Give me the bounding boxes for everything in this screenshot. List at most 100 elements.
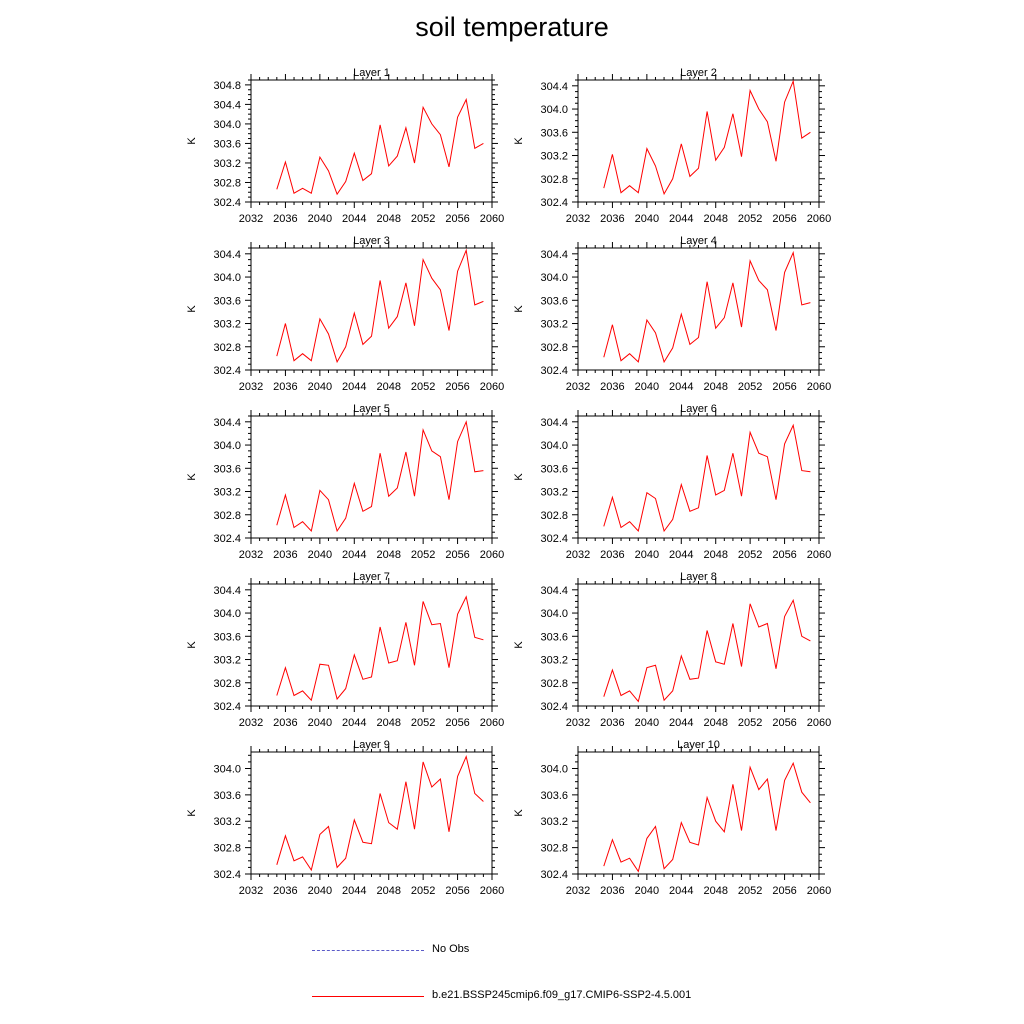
x-tick-label: 2060 bbox=[807, 885, 831, 897]
y-tick-label: 304.0 bbox=[213, 763, 241, 775]
panel-title: Layer 7 bbox=[353, 571, 390, 583]
y-tick-label: 304.0 bbox=[540, 763, 568, 775]
x-tick-label: 2044 bbox=[669, 549, 693, 561]
series-line-1 bbox=[603, 761, 811, 873]
x-tick-label: 2052 bbox=[738, 381, 762, 393]
x-tick-label: 2056 bbox=[445, 885, 469, 897]
y-tick-label: 303.6 bbox=[540, 631, 568, 643]
plot-frame bbox=[250, 751, 493, 875]
y-axis-label: K bbox=[186, 809, 198, 817]
y-tick-label: 303.2 bbox=[540, 151, 568, 163]
x-tick-label: 2056 bbox=[445, 381, 469, 393]
x-tick-label: 2032 bbox=[239, 213, 263, 225]
x-tick-label: 2052 bbox=[738, 885, 762, 897]
x-tick-label: 2036 bbox=[600, 213, 624, 225]
x-tick-label: 2032 bbox=[239, 885, 263, 897]
x-tick-label: 2044 bbox=[342, 885, 366, 897]
y-tick-label: 303.6 bbox=[540, 790, 568, 802]
y-tick-label: 304.8 bbox=[213, 80, 241, 92]
x-tick-label: 2036 bbox=[600, 381, 624, 393]
x-tick-label: 2060 bbox=[807, 717, 831, 729]
y-tick-label: 303.6 bbox=[540, 463, 568, 475]
y-tick-label: 302.8 bbox=[213, 843, 241, 855]
chart-panel-4: Layer 4 K 302.4 302.8 303.2 303.6 304.0 304.4 20… bbox=[513, 235, 831, 393]
chart-panel-1: Layer 1 K 302.4 302.8 303.2 303.6 304.0 304.4 30… bbox=[186, 67, 504, 225]
x-tick-label: 2060 bbox=[807, 213, 831, 225]
x-tick-label: 2048 bbox=[376, 549, 400, 561]
panel-title: Layer 3 bbox=[353, 235, 390, 247]
y-tick-label: 302.8 bbox=[540, 843, 568, 855]
series-line-1 bbox=[276, 755, 484, 872]
y-axis-label: K bbox=[513, 137, 525, 145]
x-tick-label: 2044 bbox=[342, 381, 366, 393]
y-tick-label: 304.4 bbox=[540, 585, 568, 597]
y-tick-label: 304.0 bbox=[540, 272, 568, 284]
x-tick-label: 2048 bbox=[703, 885, 727, 897]
series-line-1 bbox=[276, 595, 484, 702]
x-tick-label: 2040 bbox=[635, 213, 659, 225]
x-tick-label: 2048 bbox=[376, 213, 400, 225]
y-tick-label: 304.0 bbox=[540, 608, 568, 620]
plot-frame bbox=[577, 247, 820, 371]
x-tick-label: 2040 bbox=[635, 549, 659, 561]
chart-panel-3: Layer 3 K 302.4 302.8 303.2 303.6 304.0 304.4 20… bbox=[186, 235, 504, 393]
x-tick-label: 2048 bbox=[376, 885, 400, 897]
y-axis-label: K bbox=[513, 305, 525, 313]
x-tick-label: 2048 bbox=[376, 381, 400, 393]
x-tick-label: 2032 bbox=[566, 213, 590, 225]
y-axis-label: K bbox=[513, 641, 525, 649]
x-tick-label: 2036 bbox=[273, 885, 297, 897]
y-tick-label: 302.8 bbox=[540, 510, 568, 522]
chart-panel-2: Layer 2 K 302.4 302.8 303.2 303.6 304.0 304.4 20… bbox=[513, 67, 831, 225]
x-tick-label: 2040 bbox=[635, 717, 659, 729]
legend-swatch-model bbox=[312, 996, 424, 997]
chart-panel-5: Layer 5 K 302.4 302.8 303.2 303.6 304.0 304.4 20… bbox=[186, 403, 504, 561]
chart-panel-10: Layer 10 K 302.4 302.8 303.2 303.6 304.0 2032 20… bbox=[513, 739, 831, 897]
y-tick-label: 303.6 bbox=[540, 295, 568, 307]
x-tick-label: 2036 bbox=[600, 717, 624, 729]
y-axis-label: K bbox=[186, 641, 198, 649]
x-tick-label: 2040 bbox=[635, 381, 659, 393]
x-tick-label: 2040 bbox=[308, 213, 332, 225]
y-tick-label: 302.4 bbox=[213, 701, 241, 713]
panel-title: Layer 4 bbox=[680, 235, 717, 247]
x-tick-label: 2032 bbox=[566, 381, 590, 393]
y-tick-label: 302.8 bbox=[213, 177, 241, 189]
series-line-1 bbox=[276, 420, 484, 533]
y-tick-label: 304.4 bbox=[213, 249, 241, 261]
y-tick-label: 302.4 bbox=[213, 869, 241, 881]
x-tick-label: 2056 bbox=[772, 717, 796, 729]
x-tick-label: 2060 bbox=[480, 213, 504, 225]
y-tick-label: 303.6 bbox=[213, 631, 241, 643]
chart-panel-8: Layer 8 K 302.4 302.8 303.2 303.6 304.0 304.4 20… bbox=[513, 571, 831, 729]
x-tick-label: 2032 bbox=[239, 381, 263, 393]
y-axis-label: K bbox=[513, 809, 525, 817]
y-tick-label: 303.6 bbox=[213, 295, 241, 307]
plot-frame bbox=[250, 415, 493, 539]
chart-panel-6: Layer 6 K 302.4 302.8 303.2 303.6 304.0 304.4 20… bbox=[513, 403, 831, 561]
y-tick-label: 304.4 bbox=[540, 249, 568, 261]
y-tick-label: 302.4 bbox=[540, 701, 568, 713]
x-tick-label: 2032 bbox=[566, 885, 590, 897]
y-tick-label: 303.2 bbox=[540, 487, 568, 499]
y-tick-label: 304.0 bbox=[540, 440, 568, 452]
x-tick-label: 2052 bbox=[411, 381, 435, 393]
y-tick-label: 303.2 bbox=[540, 816, 568, 828]
x-tick-label: 2040 bbox=[308, 381, 332, 393]
x-tick-label: 2052 bbox=[738, 549, 762, 561]
series-line-1 bbox=[603, 79, 811, 196]
x-tick-label: 2056 bbox=[445, 717, 469, 729]
x-tick-label: 2044 bbox=[669, 885, 693, 897]
x-tick-label: 2036 bbox=[273, 213, 297, 225]
x-tick-label: 2044 bbox=[342, 717, 366, 729]
x-tick-label: 2036 bbox=[600, 549, 624, 561]
y-axis-label: K bbox=[186, 305, 198, 313]
x-tick-label: 2060 bbox=[807, 549, 831, 561]
x-tick-label: 2060 bbox=[480, 549, 504, 561]
x-tick-label: 2048 bbox=[703, 213, 727, 225]
x-tick-label: 2052 bbox=[738, 213, 762, 225]
x-tick-label: 2052 bbox=[411, 885, 435, 897]
plot-frame bbox=[577, 583, 820, 707]
x-tick-label: 2036 bbox=[273, 549, 297, 561]
y-tick-label: 303.6 bbox=[213, 463, 241, 475]
